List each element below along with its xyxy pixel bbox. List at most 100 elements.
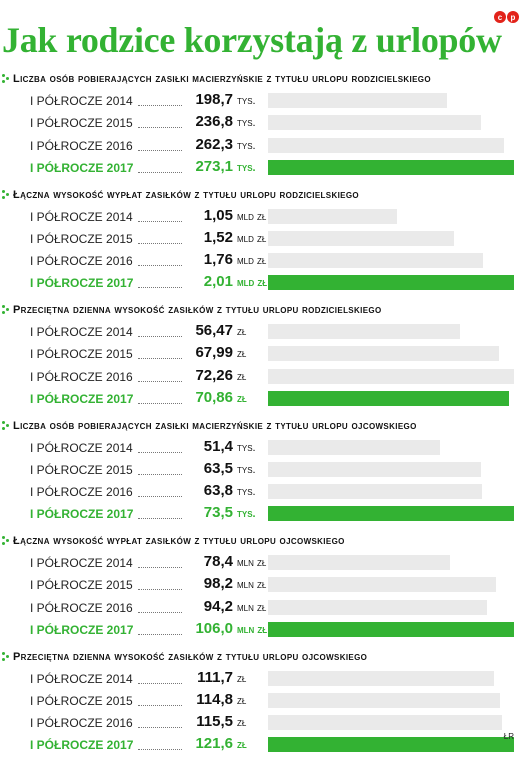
data-label: 111,7 — [197, 668, 233, 686]
chart-row: I PÓŁROCZE 2016 1,76 mld zł — [0, 250, 527, 272]
unit-label: mld zł — [237, 255, 267, 268]
dotted-leader — [138, 220, 182, 222]
dotted-leader — [138, 727, 182, 729]
bar-mark — [268, 439, 440, 455]
data-label: 73,5 — [203, 504, 233, 522]
category-label: I PÓŁROCZE 2015 — [30, 693, 133, 708]
bar-mark — [268, 137, 504, 153]
category-label: I PÓŁROCZE 2017 — [30, 507, 134, 522]
unit-label: zł — [237, 370, 247, 383]
category-label: I PÓŁROCZE 2015 — [30, 462, 133, 477]
chart-row: I PÓŁROCZE 2017 121,6 zł — [0, 734, 527, 756]
bar-mark — [268, 159, 514, 175]
logo-letter-p: p — [507, 11, 519, 23]
bar-mark — [268, 368, 514, 384]
chart-section: Liczba osób pobierających zasiłki macier… — [0, 417, 527, 529]
bar-mark — [268, 555, 450, 570]
category-label: I PÓŁROCZE 2015 — [30, 231, 133, 246]
category-label: I PÓŁROCZE 2017 — [30, 276, 134, 291]
dotted-leader — [138, 567, 182, 568]
category-label: I PÓŁROCZE 2016 — [30, 485, 133, 500]
category-label: I PÓŁROCZE 2015 — [30, 116, 133, 131]
bar-mark — [268, 390, 509, 406]
chart-row: I PÓŁROCZE 2017 2,01 mld zł — [0, 272, 527, 294]
data-label: 1,05 — [203, 206, 233, 224]
bar-mark — [268, 115, 481, 131]
category-label: I PÓŁROCZE 2017 — [30, 622, 134, 637]
dotted-leader — [138, 287, 182, 289]
data-label: 115,5 — [196, 713, 233, 731]
dotted-leader — [138, 749, 182, 751]
chart-title: Łączna wysokość wypłat zasiłków z tytułu… — [13, 535, 345, 547]
data-label: 63,5 — [203, 459, 233, 477]
chart-row: I PÓŁROCZE 2016 94,2 mln zł — [0, 597, 527, 619]
unit-label: mld zł — [237, 277, 268, 290]
data-label: 72,26 — [195, 366, 233, 384]
chart-row: I PÓŁROCZE 2014 1,05 mld zł — [0, 206, 527, 228]
unit-label: mln zł — [237, 579, 267, 592]
category-label: I PÓŁROCZE 2016 — [30, 716, 133, 731]
unit-label: tys. — [237, 486, 256, 499]
dotted-leader — [138, 149, 182, 151]
category-label: I PÓŁROCZE 2017 — [30, 738, 134, 753]
bar-mark — [268, 230, 454, 246]
data-label: 98,2 — [203, 575, 233, 593]
data-label: 67,99 — [195, 344, 233, 362]
data-label: 56,47 — [195, 322, 233, 339]
data-label: 78,4 — [203, 553, 233, 570]
bullet-marker-icon — [2, 305, 9, 315]
dotted-leader — [138, 380, 182, 382]
data-label: 236,8 — [195, 113, 233, 131]
category-label: I PÓŁROCZE 2015 — [30, 347, 133, 362]
data-label: 121,6 — [195, 735, 233, 753]
data-label: 2,01 — [203, 273, 233, 291]
bar-mark — [268, 692, 500, 708]
dotted-leader — [138, 265, 182, 267]
category-label: I PÓŁROCZE 2016 — [30, 600, 133, 615]
category-label: I PÓŁROCZE 2016 — [30, 138, 133, 153]
unit-label: mln zł — [237, 557, 267, 569]
chart-section: Przeciętna dzienna wysokość zasiłków z t… — [0, 648, 527, 760]
bar-mark — [268, 484, 482, 500]
unit-label: mld zł — [237, 232, 267, 245]
dotted-leader — [138, 451, 182, 453]
data-label: 106,0 — [195, 619, 233, 637]
chart-section: Łączna wysokość wypłat zasiłków z tytułu… — [0, 186, 527, 298]
dotted-leader — [138, 682, 182, 684]
bar-mark — [268, 737, 514, 753]
bullet-marker-icon — [2, 189, 9, 200]
unit-label: zł — [237, 739, 247, 752]
category-label: I PÓŁROCZE 2014 — [30, 671, 133, 686]
dotted-leader — [138, 611, 182, 613]
unit-label: zł — [237, 348, 247, 361]
unit-label: mld zł — [237, 210, 267, 223]
chart-section: Łączna wysokość wypłat zasiłków z tytułu… — [0, 532, 527, 644]
unit-label: tys. — [237, 463, 256, 476]
bar-mark — [268, 324, 460, 339]
bullet-marker-icon — [2, 74, 9, 84]
data-label: 94,2 — [203, 597, 233, 615]
data-label: 273,1 — [195, 157, 233, 175]
unit-label: mln zł — [237, 623, 268, 636]
bar-mark — [268, 253, 483, 269]
data-label: 198,7 — [195, 91, 233, 108]
chart-row: I PÓŁROCZE 2015 114,8 zł — [0, 690, 527, 712]
data-label: 114,8 — [196, 690, 233, 708]
unit-label: zł — [237, 392, 247, 405]
chart-title: Łączna wysokość wypłat zasiłków z tytułu… — [13, 188, 359, 201]
chart-row: I PÓŁROCZE 2014 51,4 tys. — [0, 437, 527, 459]
unit-label: mln zł — [237, 601, 267, 614]
category-label: I PÓŁROCZE 2015 — [30, 578, 133, 593]
chart-row: I PÓŁROCZE 2016 63,8 tys. — [0, 481, 527, 503]
dotted-leader — [138, 358, 182, 360]
dotted-leader — [138, 171, 182, 173]
category-label: I PÓŁROCZE 2016 — [30, 369, 133, 384]
chart-row: I PÓŁROCZE 2016 72,26 zł — [0, 366, 527, 388]
unit-label: zł — [237, 717, 247, 730]
dotted-leader — [138, 242, 182, 244]
dotted-leader — [138, 633, 182, 635]
unit-label: tys. — [237, 117, 256, 130]
chart-title: Przeciętna dzienna wysokość zasiłków z t… — [13, 304, 382, 316]
bullet-marker-icon — [2, 536, 9, 546]
chart-row: I PÓŁROCZE 2015 63,5 tys. — [0, 459, 527, 481]
